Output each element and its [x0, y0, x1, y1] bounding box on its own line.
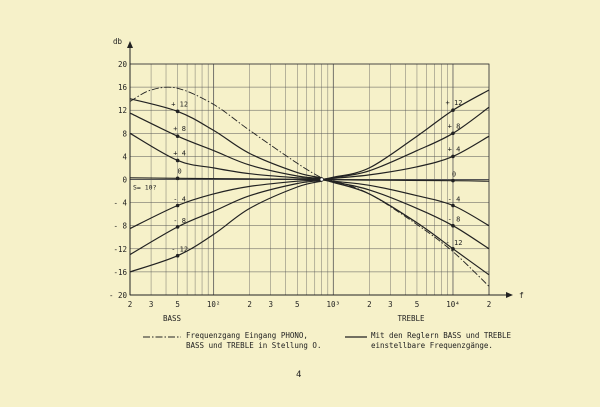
bass-curve-label: - 8	[173, 217, 186, 225]
y-tick-label: -16	[113, 268, 127, 277]
x-axis-label: f	[519, 291, 524, 300]
y-axis-label: db	[113, 37, 123, 46]
annotation: S= 10?	[133, 183, 157, 191]
legend-solid: Mit den Reglern BASS und TREBLE einstell…	[345, 331, 511, 351]
x-tick-label: 3	[388, 300, 393, 309]
x-tick-label: 5	[415, 300, 420, 309]
bass-curve	[129, 98, 322, 179]
bass-curve	[129, 179, 322, 230]
bass-curve-label: + 4	[173, 149, 186, 157]
treble-curve	[321, 135, 490, 181]
crossover-point	[319, 177, 324, 182]
x-tick-label: 2	[247, 300, 252, 309]
bass-curve	[129, 112, 322, 179]
legend-solid-swatch	[345, 336, 367, 338]
x-tick-label: 10⁴	[446, 300, 460, 309]
treble-curve-label: - 4	[448, 195, 461, 203]
y-tick-label: 16	[118, 83, 128, 92]
treble-marker	[451, 247, 455, 251]
y-tick-label: 20	[118, 60, 128, 69]
treble-marker	[451, 178, 455, 183]
legend-dashdot-swatch	[143, 336, 181, 338]
x-tick-label: 5	[295, 300, 300, 309]
treble-curve	[321, 178, 490, 182]
treble-marker	[451, 154, 455, 159]
phono-curve	[129, 86, 490, 287]
x-tick-label: 10²	[207, 300, 221, 309]
bass-marker	[175, 134, 180, 138]
bass-marker	[175, 176, 180, 181]
bass-curve-label: - 4	[173, 195, 186, 203]
chart-axes	[127, 41, 513, 298]
bass-marker	[175, 158, 180, 163]
y-tick-label: - 4	[113, 199, 127, 208]
x-tick-label: 3	[149, 300, 154, 309]
treble-curve-label: + 12	[446, 99, 463, 107]
bass-marker	[175, 203, 180, 208]
legend-dashdot-text-1: Frequenzgang Eingang PHONO,	[186, 331, 308, 340]
bass-curve	[129, 180, 322, 256]
x-tick-label: 5	[175, 300, 180, 309]
bass-curve	[129, 132, 322, 180]
treble-marker	[451, 108, 455, 112]
y-tick-label: -12	[113, 245, 127, 254]
treble-marker	[451, 131, 455, 136]
page-number: 4	[296, 370, 302, 380]
treble-label: TREBLE	[397, 314, 425, 323]
bass-curve-label: + 12	[171, 100, 188, 108]
x-axis-arrow	[506, 292, 513, 298]
bass-label: BASS	[163, 314, 182, 323]
bass-curve-label: 0	[178, 167, 182, 175]
y-tick-label: - 20	[109, 291, 128, 300]
y-axis-arrow	[127, 41, 133, 48]
legend-solid-text-2: einstellbare Frequenzgänge.	[371, 341, 493, 350]
y-tick-label: 8	[122, 129, 127, 138]
x-tick-label: 2	[128, 300, 133, 309]
y-tick-label: - 8	[113, 222, 127, 231]
chart-curves	[129, 86, 490, 287]
y-tick-label: 12	[118, 106, 127, 115]
y-tick-label: 4	[122, 152, 127, 161]
treble-curve-label: - 12	[446, 239, 463, 247]
bass-curve-label: + 8	[173, 125, 186, 133]
x-tick-label: 2	[487, 300, 492, 309]
x-tick-label: 10³	[327, 300, 341, 309]
treble-marker	[451, 203, 455, 208]
treble-curve-label: + 4	[448, 145, 461, 153]
treble-curve-label: 0	[452, 171, 456, 179]
x-tick-label: 3	[268, 300, 273, 309]
x-tick-label: 2	[367, 300, 372, 309]
y-tick-label: 0	[122, 176, 127, 185]
legend-solid-text-1: Mit den Reglern BASS und TREBLE	[371, 331, 511, 340]
bass-curve-label: - 12	[171, 246, 188, 254]
bass-marker	[175, 225, 180, 229]
bass-marker	[175, 109, 180, 114]
legend-dashdot-text-2: BASS und TREBLE in Stellung O.	[186, 341, 322, 350]
treble-curve	[321, 178, 490, 276]
bass-marker	[175, 253, 180, 258]
treble-curve-label: - 8	[448, 216, 461, 224]
bass-curve	[129, 177, 322, 181]
treble-curve-label: + 8	[448, 122, 461, 130]
legend-dashdot: Frequenzgang Eingang PHONO, BASS und TRE…	[143, 331, 322, 351]
treble-marker	[451, 223, 455, 228]
bass-curve	[129, 180, 322, 273]
